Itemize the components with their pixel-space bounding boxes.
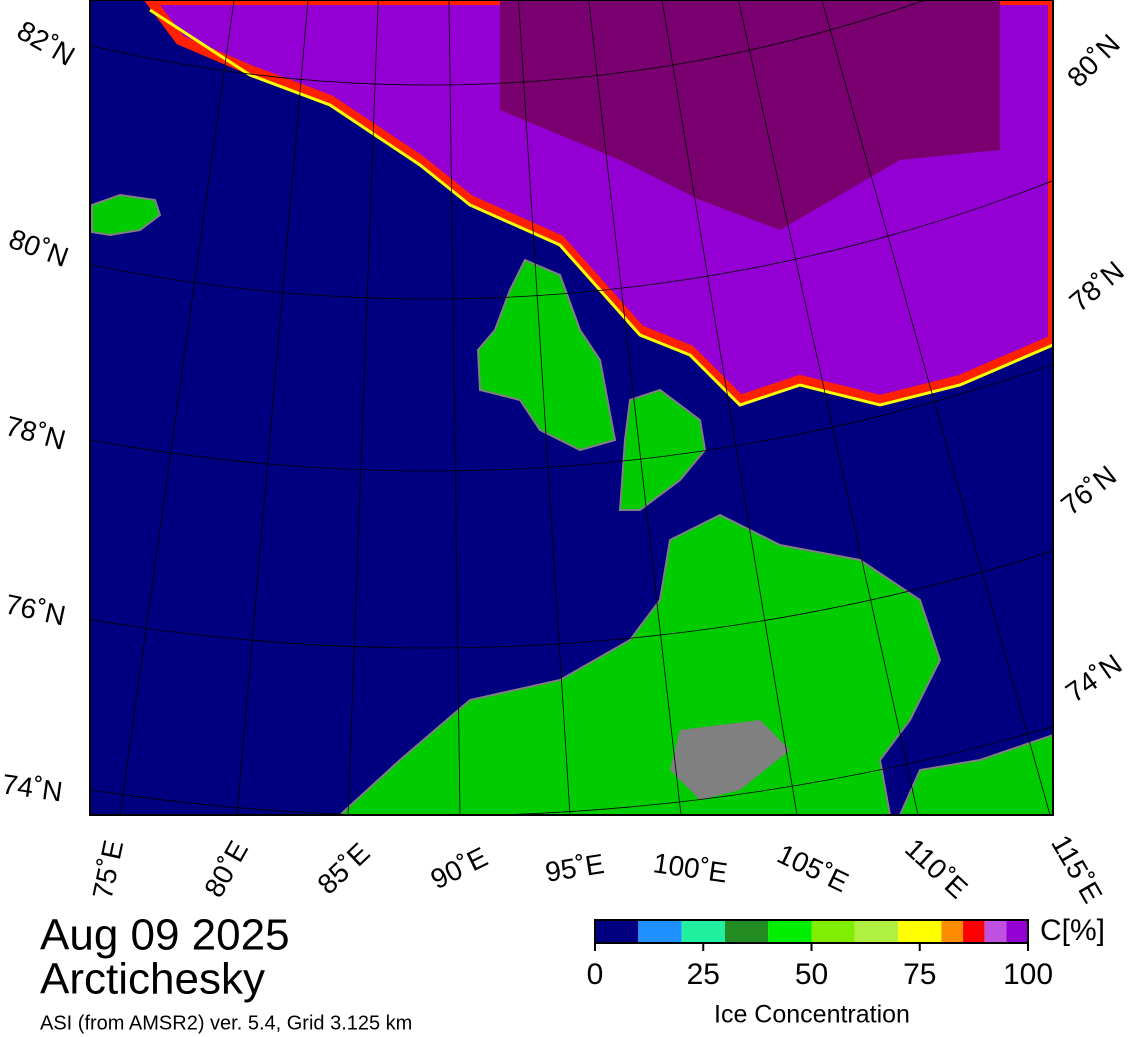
colorbar-tick-label: 100 [1003,958,1053,991]
latitude-label: 80˚N [5,223,73,273]
latitude-label: 74˚N [1060,648,1128,708]
colorbar: 0 25 50 75 100 [587,919,1053,991]
colorbar-bin [898,920,942,943]
colorbar-tick-label: 0 [587,958,604,991]
longitude-label: 100˚E [651,847,729,888]
date: Aug 09 2025 [40,911,290,960]
colorbar-bin [638,920,682,943]
colorbar-bin [681,920,725,943]
longitude-line [119,0,235,815]
latitude-label: 82˚N [12,15,80,72]
latitude-label: 78˚N [1063,255,1129,318]
land [476,258,617,452]
colorbar-bin [941,920,964,943]
latitude-label: 76˚N [1055,459,1122,521]
map-frame [89,0,1054,816]
longitude-label: 75˚E [87,837,130,901]
colorbar-unit: C[%] [1040,914,1105,947]
colorbar-bin [963,920,985,943]
colorbar-tick-label: 25 [687,958,720,991]
colorbar-title: Ice Concentration [714,1001,910,1029]
colorbar-bin [768,920,812,943]
longitude-label: 80˚E [198,836,254,903]
longitude-line [347,0,379,815]
region: Arctichesky [40,955,265,1004]
colorbar-bin [1006,920,1028,943]
map-area [90,0,1053,815]
longitude-line [588,0,682,815]
colorbar-bin [724,920,769,943]
longitude-label: 115˚E [1045,830,1108,908]
latitude-label: 80˚N [1061,28,1126,93]
longitude-label: 85˚E [311,837,375,900]
longitude-label: 110˚E [899,832,973,904]
colorbar-tick-label: 50 [795,958,828,991]
land [618,388,707,511]
latitude-label: 78˚N [2,410,69,456]
colorbar-bin [984,920,1007,943]
longitude-line [661,0,798,815]
longitude-line [738,0,919,815]
longitude-label: 105˚E [773,838,854,898]
longitude-line [448,0,461,815]
latitude-label: 74˚N [0,768,64,807]
colorbar-tick-label: 75 [903,958,936,991]
longitude-line [236,0,309,815]
sea-ice-edge [149,8,1053,407]
latitude-label: 76˚N [3,588,69,631]
colorbar-bin [854,920,899,943]
sea-ice-core [500,0,1000,230]
longitude-line [518,0,571,815]
longitude-line [821,0,1051,815]
land [91,193,162,237]
land [670,720,790,800]
colorbar-bin [811,920,855,943]
colorbar-bin [595,920,639,943]
source: ASI (from AMSR2) ver. 5.4, Grid 3.125 km [40,1012,412,1034]
land [898,733,1053,815]
graticule [90,0,1053,815]
longitude-label: 90˚E [426,841,493,895]
longitude-label: 95˚E [543,848,606,888]
